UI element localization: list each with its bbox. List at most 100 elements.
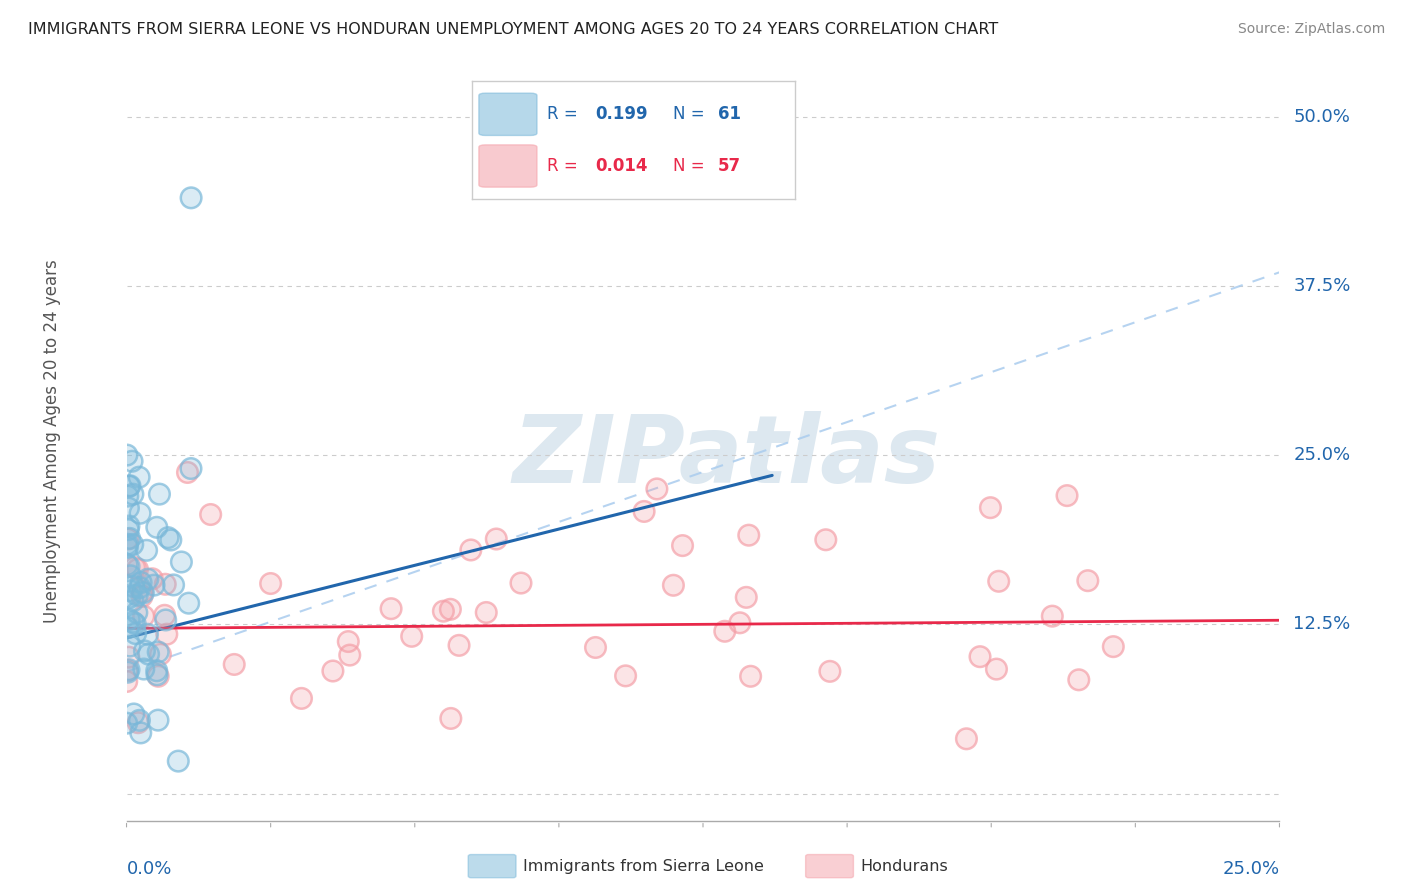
Point [122, 615, 145, 629]
Point [485, 532, 508, 546]
Point [162, 578, 184, 592]
Text: Unemployment Among Ages 20 to 24 years: Unemployment Among Ages 20 to 24 years [42, 260, 60, 624]
Point [118, 650, 141, 665]
Point [728, 615, 751, 630]
Point [337, 634, 360, 648]
Point [118, 532, 141, 546]
Point [117, 489, 139, 503]
Point [818, 665, 841, 679]
Point [146, 667, 169, 681]
Point [131, 590, 153, 604]
Point [969, 649, 991, 664]
Point [129, 575, 152, 590]
Point [176, 466, 198, 480]
Point [1102, 640, 1125, 654]
Text: 25.0%: 25.0% [1222, 860, 1279, 878]
Point [439, 602, 461, 616]
Point [124, 626, 146, 640]
Point [818, 665, 841, 679]
Point [127, 562, 149, 576]
Point [117, 664, 139, 678]
Point [290, 691, 312, 706]
Point [117, 665, 139, 680]
Point [145, 664, 167, 678]
Text: ZIPatlas: ZIPatlas [512, 410, 941, 503]
Point [124, 560, 146, 574]
Point [125, 606, 148, 620]
Point [124, 616, 146, 631]
Point [122, 594, 145, 608]
Point [146, 713, 169, 727]
Text: Source: ZipAtlas.com: Source: ZipAtlas.com [1237, 22, 1385, 37]
Point [118, 639, 141, 653]
Point [156, 627, 179, 641]
Point [1102, 640, 1125, 654]
Point [177, 596, 200, 610]
Point [955, 731, 977, 746]
Point [117, 523, 139, 537]
Point [671, 539, 693, 553]
Point [728, 615, 751, 630]
Point [1040, 609, 1063, 624]
Point [118, 519, 141, 533]
Point [118, 663, 141, 677]
Point [380, 601, 402, 615]
Point [146, 667, 169, 681]
Text: Immigrants from Sierra Leone: Immigrants from Sierra Leone [523, 859, 763, 873]
Point [814, 533, 837, 547]
Point [124, 626, 146, 640]
Point [662, 578, 685, 592]
Point [485, 532, 508, 546]
Point [149, 647, 172, 661]
Point [633, 504, 655, 518]
Point [969, 649, 991, 664]
Point [159, 533, 181, 547]
Point [118, 650, 141, 665]
Point [1056, 489, 1078, 503]
Point [735, 591, 758, 605]
Point [162, 578, 184, 592]
Point [131, 590, 153, 604]
Point [290, 691, 312, 706]
Point [117, 541, 139, 555]
Point [129, 575, 152, 590]
Point [122, 579, 145, 593]
Point [180, 191, 202, 205]
Point [128, 714, 150, 728]
Point [131, 584, 153, 599]
Point [122, 487, 145, 501]
Point [671, 539, 693, 553]
Point [170, 555, 193, 569]
Point [322, 664, 344, 678]
Point [118, 479, 141, 493]
Point [322, 664, 344, 678]
Point [118, 479, 141, 493]
Point [224, 657, 246, 672]
Point [1077, 574, 1099, 588]
Point [115, 537, 138, 551]
Point [136, 627, 159, 641]
Point [153, 608, 176, 623]
Point [128, 714, 150, 728]
Point [118, 663, 141, 677]
Point [141, 572, 163, 586]
Point [1056, 489, 1078, 503]
Point [170, 555, 193, 569]
Point [128, 470, 150, 484]
Point [128, 581, 150, 595]
Point [115, 716, 138, 731]
Point [118, 519, 141, 533]
Point [131, 584, 153, 599]
Point [120, 583, 142, 598]
Point [132, 609, 155, 624]
Point [510, 576, 533, 591]
Point [136, 627, 159, 641]
Point [1040, 609, 1063, 624]
Point [979, 500, 1001, 515]
Point [127, 715, 149, 730]
Point [1077, 574, 1099, 588]
Point [585, 640, 607, 655]
Point [585, 640, 607, 655]
Point [259, 576, 281, 591]
Point [200, 508, 222, 522]
